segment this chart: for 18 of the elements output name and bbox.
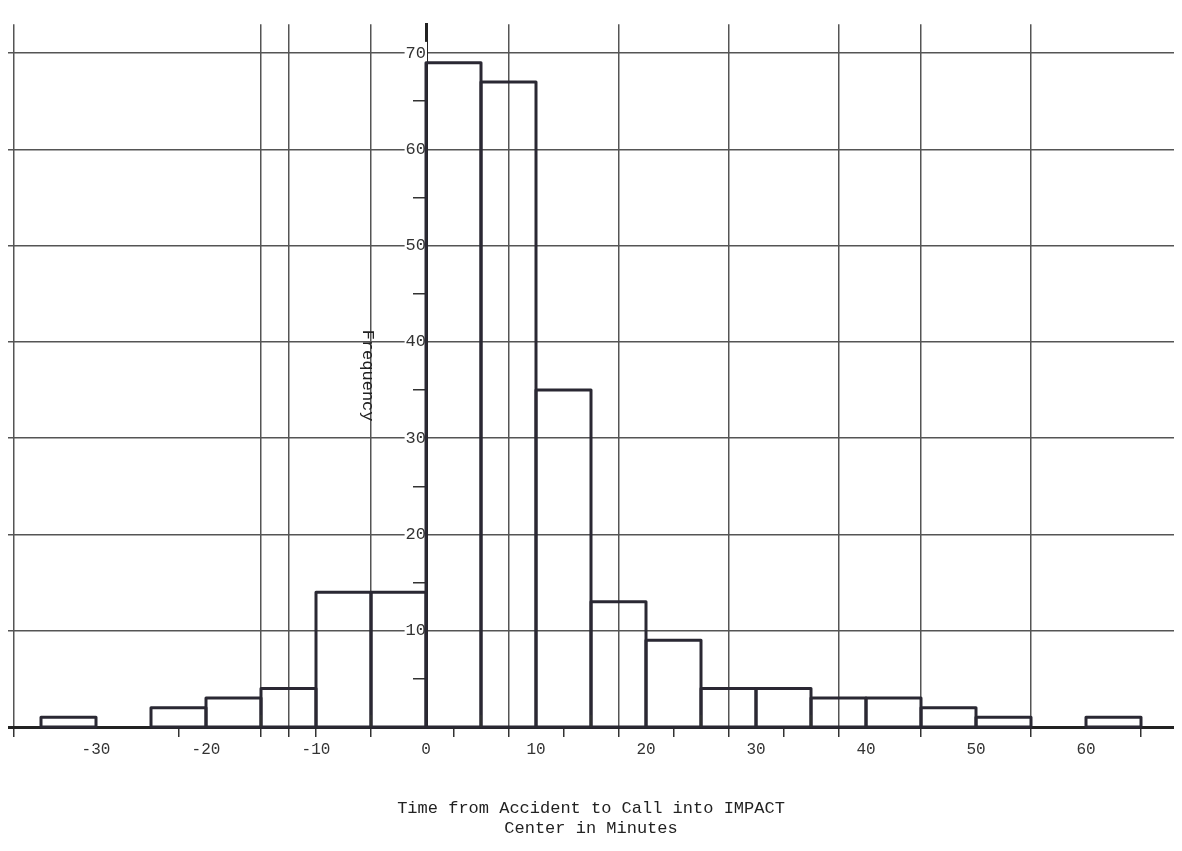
y-tick-label: 70 [405, 43, 426, 63]
y-tick-label: 40 [405, 332, 426, 352]
y-tick-label: 30 [405, 428, 426, 448]
x-axis-title: Time from Accident to Call into IMPACT Center in Minutes [397, 798, 785, 839]
y-axis-title: Frequency [357, 329, 377, 422]
x-tick-label: -10 [301, 740, 331, 759]
y-tick-label: 50 [405, 236, 426, 256]
y-tick-label: 60 [405, 139, 426, 159]
y-tick-label: 20 [405, 524, 426, 544]
x-tick-label: 20 [636, 740, 656, 759]
x-tick-label: 10 [526, 740, 546, 759]
x-tick-label: 60 [1076, 740, 1096, 759]
x-tick-label: 50 [966, 740, 986, 759]
x-tick-label: -20 [191, 740, 221, 759]
x-tick-label: 0 [421, 740, 431, 759]
x-tick-label: 40 [856, 740, 876, 759]
x-tick-label: 30 [746, 740, 766, 759]
x-tick-label: -30 [81, 740, 111, 759]
